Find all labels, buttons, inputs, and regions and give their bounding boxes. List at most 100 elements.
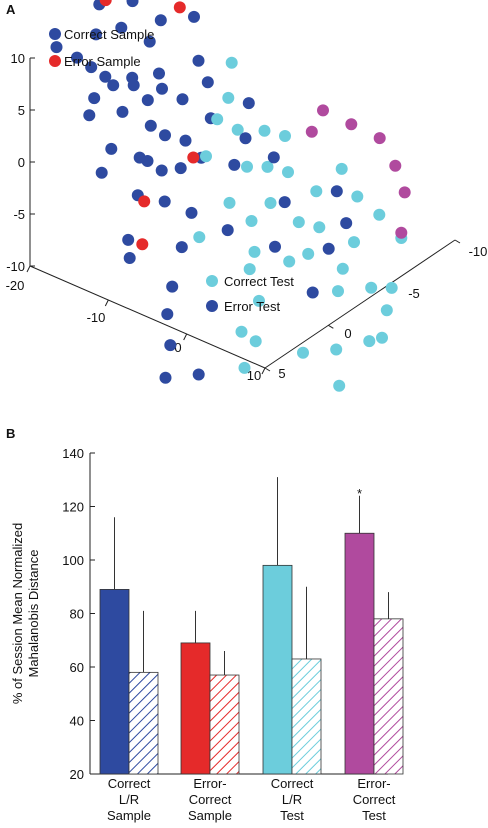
right-depth-axis-line	[264, 239, 456, 369]
panel-b-bars: *	[99, 477, 404, 775]
y-tick-label: 20	[70, 767, 84, 782]
category-label: Error-	[357, 776, 390, 791]
left-depth-tick-label: -20	[6, 278, 25, 293]
point-error-test-magenta	[317, 104, 329, 117]
point-correct-test	[253, 294, 265, 307]
point-correct-sample	[154, 14, 167, 27]
point-correct-test	[373, 208, 386, 221]
point-correct-sample	[179, 134, 192, 147]
point-correct-sample	[105, 142, 118, 155]
bar-hatched	[128, 671, 159, 775]
point-correct-test	[283, 255, 296, 268]
point-correct-sample	[188, 10, 200, 23]
point-correct-sample	[155, 164, 168, 177]
legend-label-error-test: Error Test	[224, 299, 280, 314]
left-depth-tick-mark	[26, 265, 31, 273]
point-error-test	[269, 240, 281, 253]
point-error-test-magenta	[398, 186, 411, 199]
y-tick-label: 80	[70, 607, 84, 622]
y-tick-label: 60	[70, 660, 84, 675]
point-correct-sample	[156, 82, 168, 95]
point-correct-test	[249, 335, 262, 348]
point-correct-sample	[141, 94, 154, 107]
point-correct-test	[223, 196, 236, 209]
point-correct-test	[313, 221, 326, 234]
point-correct-test	[258, 124, 271, 137]
point-error-test	[340, 217, 353, 230]
category-label: Test	[362, 808, 386, 823]
point-correct-sample	[159, 371, 172, 384]
point-correct-test	[385, 281, 398, 294]
panel-a-legend: Correct Sample Error Sample Correct Test Er…	[49, 27, 294, 314]
category-label: Correct	[108, 776, 151, 791]
point-correct-sample	[228, 158, 241, 171]
point-correct-test	[380, 304, 393, 317]
left-depth-tick-label: 10	[247, 368, 261, 383]
bar-hatched	[373, 618, 404, 775]
point-correct-sample	[122, 233, 135, 246]
point-correct-sample	[83, 109, 96, 122]
left-depth-tick-mark	[183, 333, 188, 341]
panel-b-label: B	[6, 426, 15, 441]
bar-solid	[344, 532, 375, 775]
category-label: Sample	[107, 808, 151, 823]
point-correct-sample	[88, 92, 101, 105]
legend-label-correct-test: Correct Test	[224, 274, 294, 289]
point-correct-test	[245, 215, 258, 227]
point-correct-test	[363, 335, 376, 348]
point-correct-test	[200, 150, 212, 163]
point-correct-sample	[158, 195, 171, 208]
bar-solid	[262, 564, 293, 775]
bar-solid	[180, 642, 211, 775]
right-depth-tick-mark	[264, 367, 271, 372]
point-correct-sample	[50, 41, 63, 54]
y-tick-label: 100	[62, 553, 84, 568]
right-depth-tick-label: -10	[469, 244, 488, 259]
point-error-test-magenta	[305, 125, 318, 138]
left-depth-axis-line	[29, 265, 266, 369]
vertical-tick-label: 5	[18, 103, 25, 118]
point-correct-test	[376, 331, 388, 344]
point-correct-test	[332, 285, 344, 298]
category-label: L/R	[282, 792, 302, 807]
point-correct-test	[330, 343, 343, 356]
legend-marker-error-sample	[49, 55, 61, 67]
point-correct-test	[222, 91, 235, 104]
point-correct-test	[348, 236, 360, 249]
point-correct-test	[243, 263, 256, 276]
point-error-test-magenta	[395, 226, 408, 239]
point-error-sample	[173, 1, 186, 14]
legend-marker-error-test	[206, 300, 218, 312]
point-correct-sample	[159, 129, 171, 142]
point-error-test	[278, 196, 291, 209]
panel-a-ticks: 10 5 0 -5 -10 -20 -10 0 10 -10 -5 0 5	[6, 51, 488, 383]
point-correct-sample	[143, 35, 156, 48]
point-correct-sample	[161, 308, 174, 321]
point-correct-test	[279, 130, 291, 142]
category-label: Correct	[271, 776, 314, 791]
legend-label-error-sample: Error Sample	[64, 54, 141, 69]
point-correct-test	[336, 262, 349, 275]
category-label: Sample	[188, 808, 232, 823]
y-tick-label: 120	[62, 500, 84, 515]
point-correct-test	[297, 346, 309, 359]
legend-marker-correct-test	[206, 275, 218, 287]
legend-label-correct-sample: Correct Sample	[64, 27, 154, 42]
point-correct-test	[261, 160, 274, 173]
point-correct-sample	[90, 28, 102, 41]
point-correct-test	[302, 247, 315, 260]
point-correct-sample	[166, 280, 179, 293]
point-correct-sample	[123, 252, 136, 264]
point-correct-test	[235, 325, 248, 338]
vertical-tick-label: -10	[6, 259, 25, 274]
right-depth-tick-label: -5	[408, 286, 420, 301]
point-correct-test	[248, 245, 261, 258]
point-correct-test	[264, 197, 277, 209]
point-correct-test	[365, 281, 378, 294]
point-correct-sample	[201, 76, 214, 89]
point-correct-sample	[185, 206, 198, 219]
point-correct-test	[292, 216, 305, 229]
point-error-test	[239, 132, 252, 145]
point-error-sample	[136, 238, 149, 251]
